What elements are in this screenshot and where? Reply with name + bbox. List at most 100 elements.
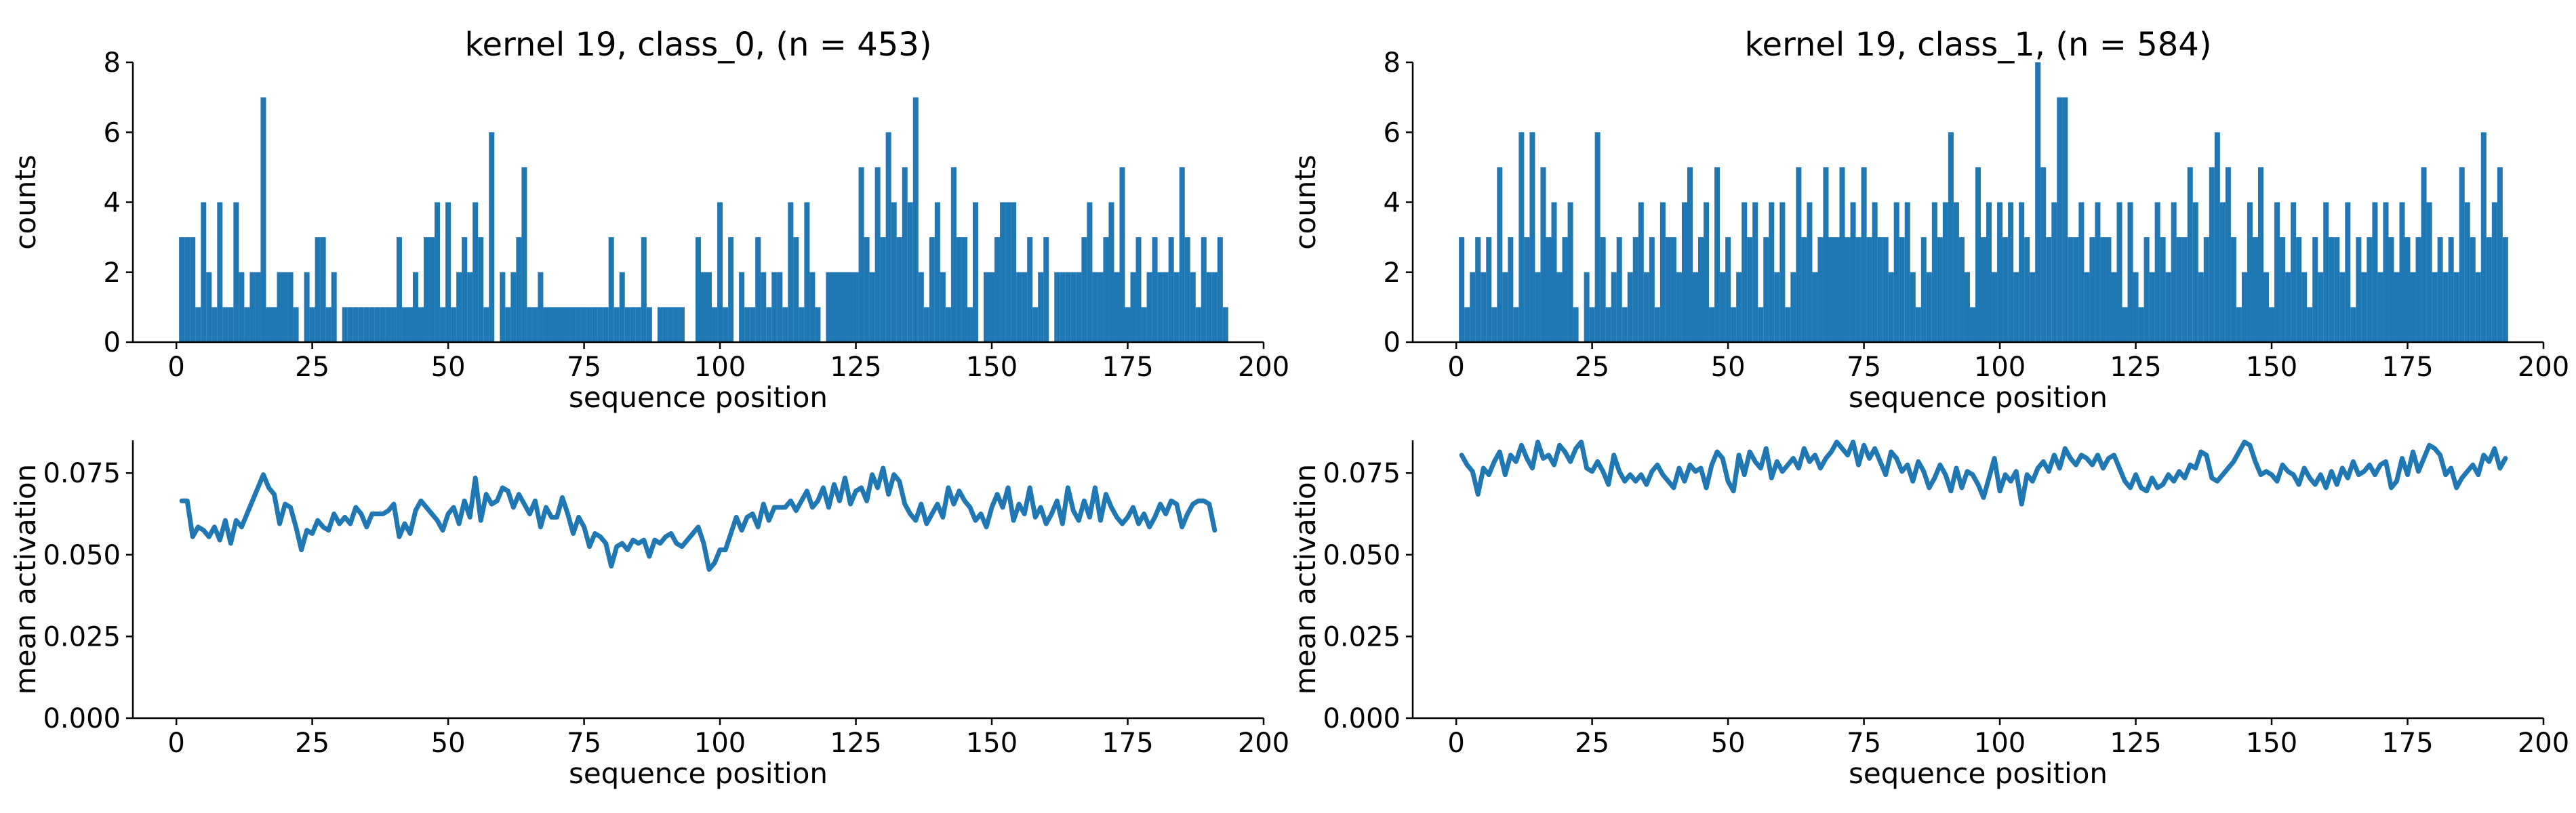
bar <box>2046 237 2052 343</box>
x-tick-label: 50 <box>431 728 466 759</box>
bar <box>1217 237 1223 343</box>
x-tick-label: 75 <box>567 728 601 759</box>
bar <box>1605 307 1611 343</box>
bar <box>2111 272 2117 342</box>
bar <box>1866 237 1872 343</box>
bar <box>1211 272 1217 342</box>
bar <box>1997 202 2003 342</box>
bar <box>451 307 457 343</box>
bar <box>777 272 783 342</box>
y-axis-label: counts <box>1289 154 1322 249</box>
bar <box>940 272 946 342</box>
bar <box>1464 307 1470 343</box>
bar <box>179 237 185 343</box>
bar <box>1098 272 1104 342</box>
bar <box>918 272 924 342</box>
bar <box>527 307 533 343</box>
bar <box>1877 237 1883 343</box>
bar <box>1855 237 1861 343</box>
bar <box>543 307 549 343</box>
bar <box>1508 237 1514 343</box>
bar <box>2030 272 2036 342</box>
bar <box>1616 237 1622 343</box>
y-tick-label: 0.050 <box>43 540 121 571</box>
bar <box>548 307 555 343</box>
bar <box>2361 272 2367 342</box>
x-axis-label: sequence position <box>1849 381 2108 414</box>
bar <box>581 307 587 343</box>
bar <box>396 237 402 343</box>
bar <box>2453 272 2459 342</box>
bar <box>2448 237 2454 343</box>
x-tick-label: 0 <box>167 352 184 383</box>
bar <box>1687 167 1693 343</box>
bar <box>1790 272 1796 342</box>
x-tick-label: 25 <box>295 352 329 383</box>
bar <box>1130 272 1136 342</box>
bar <box>1562 237 1568 343</box>
bar <box>1011 202 1017 342</box>
bar <box>2312 237 2318 343</box>
bar <box>1736 272 1742 342</box>
bar <box>576 307 582 343</box>
bar <box>467 272 473 342</box>
bar <box>1839 167 1845 343</box>
bar <box>2057 97 2063 343</box>
x-axis-label: sequence position <box>1849 757 2108 790</box>
bar <box>2280 237 2286 343</box>
bar <box>260 97 266 343</box>
bar <box>1546 237 1552 343</box>
bar <box>1834 237 1840 343</box>
bar <box>2372 202 2378 342</box>
bar <box>418 307 424 343</box>
bar <box>2198 272 2204 342</box>
bar <box>635 307 641 343</box>
bar <box>1092 272 1098 342</box>
bar <box>1535 272 1541 342</box>
bar <box>347 307 353 343</box>
bar <box>717 202 723 342</box>
bar <box>1622 307 1628 343</box>
bar <box>472 202 479 342</box>
bar <box>266 307 272 343</box>
chart-title: kernel 19, class_0, (n = 453) <box>464 26 931 64</box>
bar <box>739 272 745 342</box>
bar <box>1594 132 1601 342</box>
bar <box>1796 167 1802 343</box>
bar <box>1157 272 1163 342</box>
x-axis-label: sequence position <box>569 757 828 790</box>
bar <box>358 307 364 343</box>
bar <box>809 272 816 342</box>
bar <box>1709 307 1715 343</box>
bar <box>1032 307 1039 343</box>
bar <box>1190 272 1196 342</box>
bar <box>1168 237 1174 343</box>
bar <box>1937 237 1943 343</box>
x-tick-label: 175 <box>2381 352 2433 383</box>
x-tick-label: 75 <box>1847 728 1881 759</box>
bar <box>1108 202 1114 342</box>
bar <box>1986 202 1992 342</box>
x-tick-label: 75 <box>1847 352 1881 383</box>
chart-title: kernel 19, class_1, (n = 584) <box>1744 26 2211 64</box>
bar <box>2165 272 2171 342</box>
y-tick-label: 0.075 <box>43 458 121 489</box>
bar <box>864 237 870 343</box>
bar <box>277 272 283 342</box>
bar <box>2442 272 2449 342</box>
bar <box>2073 237 2079 343</box>
bar <box>847 272 853 342</box>
x-tick-label: 175 <box>1102 728 1153 759</box>
bar <box>2230 237 2236 343</box>
bar <box>233 202 239 342</box>
bar <box>1146 272 1152 342</box>
bar <box>1065 272 1071 342</box>
bar <box>1627 272 1633 342</box>
bar <box>967 307 973 343</box>
y-tick-label: 0 <box>1384 327 1401 358</box>
x-tick-label: 50 <box>1711 728 1746 759</box>
bar <box>2323 202 2329 342</box>
chart-panel-1: 0 25 50 75 100 125 150 175 200 0 2 4 6 8 sequence posi… <box>9 26 1289 414</box>
y-axis-label: mean activation <box>1289 464 1322 694</box>
y-tick-label: 4 <box>1384 188 1401 219</box>
